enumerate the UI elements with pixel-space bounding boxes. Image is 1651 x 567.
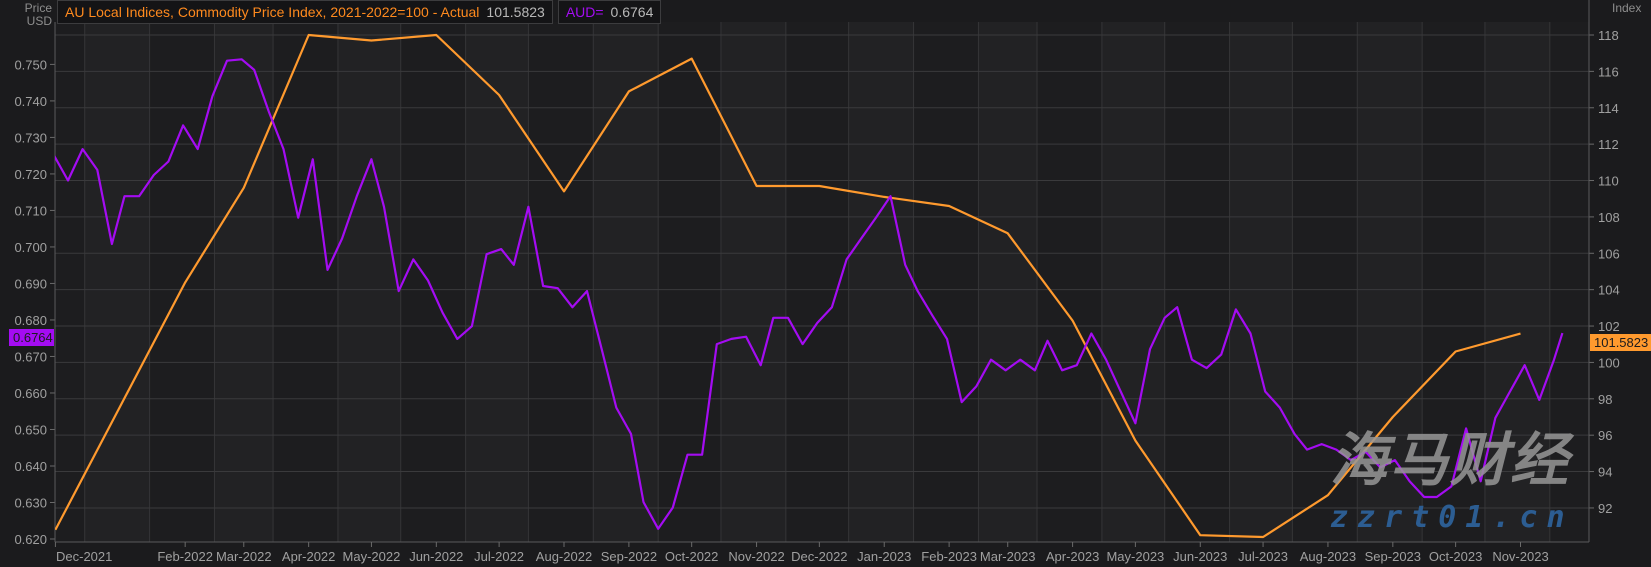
month-band [149, 22, 215, 542]
legend-commodity-value: 101.5823 [486, 4, 545, 20]
right-axis-tick-label: 100 [1598, 355, 1620, 370]
legend-commodity-label: AU Local Indices, Commodity Price Index,… [65, 4, 480, 20]
right-axis-tick-label: 94 [1598, 465, 1612, 480]
month-band [84, 22, 150, 542]
left-axis-tick-label: 0.720 [14, 167, 47, 182]
x-axis-tick-label: May-2023 [1106, 549, 1164, 564]
month-band [720, 22, 786, 542]
right-axis-tick-label: 112 [1598, 137, 1619, 152]
month-band [1037, 22, 1102, 542]
month-band [465, 22, 529, 542]
month-band [214, 22, 274, 542]
series-layer [55, 33, 1564, 539]
x-axis-tick-label: Jul-2023 [1238, 549, 1288, 564]
x-axis-tick-label: Nov-2023 [1492, 549, 1548, 564]
left-axis-tick-label: 0.620 [14, 532, 47, 547]
legend-aud[interactable]: AUD= 0.6764 [557, 0, 662, 24]
x-axis-tick-label: Jul-2022 [474, 549, 524, 564]
month-band [1357, 22, 1423, 542]
legend-aud-label: AUD= [565, 4, 604, 20]
left-axis-tick-label: 0.650 [14, 422, 47, 437]
left-axis-tick-label: 0.710 [14, 203, 47, 218]
month-band [785, 22, 849, 542]
x-axis-tick-label: May-2022 [343, 549, 401, 564]
commodity-index-series-line [55, 33, 1521, 539]
legend-commodity-index[interactable]: AU Local Indices, Commodity Price Index,… [57, 0, 553, 24]
left-axis-title: Price USD [25, 2, 52, 28]
x-axis-tick-label: Apr-2022 [282, 549, 335, 564]
month-band [1101, 22, 1165, 542]
right-axis-tick-label: 116 [1598, 64, 1619, 79]
right-axis-tick-label: 118 [1598, 28, 1619, 43]
x-axis-tick-label: Dec-2022 [791, 549, 847, 564]
left-axis-tick-label: 0.660 [14, 386, 47, 401]
gridlines [55, 22, 1589, 542]
x-axis-tick-label: Oct-2023 [1429, 549, 1482, 564]
month-band [1549, 22, 1589, 542]
aud-last-value-marker: 0.6764 [9, 329, 54, 346]
right-axis-tick-label: 104 [1598, 283, 1620, 298]
month-band [848, 22, 914, 542]
x-axis-tick-label: Oct-2022 [665, 549, 718, 564]
right-axis-tick-label: 96 [1598, 428, 1612, 443]
right-axis-title: Index [1612, 1, 1642, 15]
x-axis-tick-label: Mar-2023 [980, 549, 1036, 564]
left-axis-tick-label: 0.700 [14, 240, 47, 255]
x-axis-tick-label: Jun-2023 [1173, 549, 1227, 564]
left-axis-tick-label: 0.740 [14, 94, 47, 109]
left-axis-title-line2: USD [26, 14, 52, 28]
month-band [1292, 22, 1358, 542]
x-axis-tick-label: Sep-2023 [1365, 549, 1421, 564]
x-axis-tick-label: Apr-2023 [1046, 549, 1099, 564]
right-axis-tick-label: 102 [1598, 319, 1620, 334]
x-axis-tick-label: Jun-2022 [409, 549, 463, 564]
left-axis-tick-label: 0.670 [14, 349, 47, 364]
left-axis-tick-label: 0.730 [14, 130, 47, 145]
month-band [593, 22, 659, 542]
axes: 92 94 96 98 100 102 104 106 108 110 112 114 116 118 0.… [14, 0, 1620, 564]
x-axis-tick-label: Nov-2022 [728, 549, 784, 564]
x-axis-tick-label: Feb-2022 [157, 549, 213, 564]
left-axis-tick-label: 0.690 [14, 276, 47, 291]
left-axis-title-line1: Price [24, 1, 52, 15]
month-band [337, 22, 401, 542]
left-axis-tick-label: 0.630 [14, 495, 47, 510]
left-axis-tick-label: 0.750 [14, 57, 47, 72]
month-band [1484, 22, 1550, 542]
x-axis-tick-label: Jan-2023 [857, 549, 911, 564]
month-band [913, 22, 979, 542]
month-band [1229, 22, 1293, 542]
month-band [528, 22, 594, 542]
left-axis-tick-label: 0.680 [14, 313, 47, 328]
x-axis-tick-label: Dec-2021 [56, 549, 112, 564]
month-band [55, 22, 85, 542]
right-axis-tick-label: 106 [1598, 246, 1620, 261]
x-axis-tick-label: Mar-2022 [216, 549, 272, 564]
x-axis-tick-label: Aug-2022 [536, 549, 592, 564]
right-axis-tick-label: 92 [1598, 501, 1612, 516]
x-axis-tick-label: Sep-2022 [601, 549, 657, 564]
month-band [1164, 22, 1230, 542]
right-axis-tick-label: 98 [1598, 392, 1612, 407]
right-axis-tick-label: 110 [1598, 174, 1619, 189]
aud-series-line [55, 58, 1564, 530]
month-band [978, 22, 1038, 542]
left-axis-tick-label: 0.640 [14, 459, 47, 474]
month-band [400, 22, 466, 542]
legend-aud-value: 0.6764 [610, 4, 654, 20]
index-last-value-marker: 101.5823 [1590, 334, 1651, 351]
x-axis-tick-label: Feb-2023 [921, 549, 977, 564]
right-axis-tick-label: 114 [1598, 101, 1619, 116]
x-axis-tick-label: Aug-2023 [1300, 549, 1356, 564]
right-axis-tick-label: 108 [1598, 210, 1620, 225]
legend: AU Local Indices, Commodity Price Index,… [57, 0, 662, 24]
month-band [273, 22, 338, 542]
